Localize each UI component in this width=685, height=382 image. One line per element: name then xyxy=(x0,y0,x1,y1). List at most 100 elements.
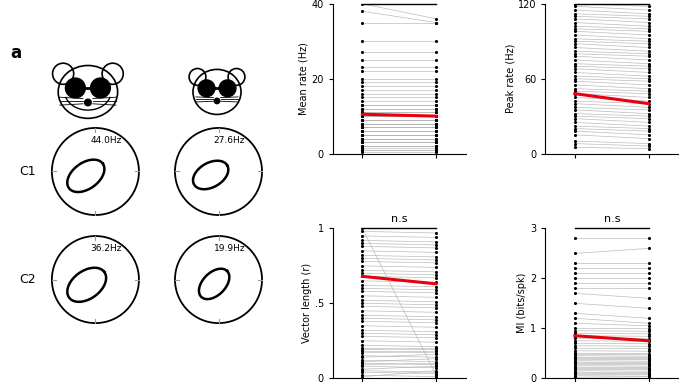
Point xyxy=(431,345,442,351)
Point xyxy=(357,237,368,243)
Point xyxy=(643,48,654,54)
Point xyxy=(569,370,580,376)
Point xyxy=(431,359,442,365)
Point xyxy=(569,374,580,380)
Point xyxy=(431,83,442,89)
Point xyxy=(357,330,368,336)
Point xyxy=(431,299,442,305)
Point xyxy=(569,320,580,326)
Point xyxy=(643,245,654,251)
Point xyxy=(643,260,654,266)
Point xyxy=(569,360,580,366)
Point xyxy=(569,359,580,365)
Point xyxy=(431,320,442,326)
Point xyxy=(643,100,654,107)
Point xyxy=(569,265,580,272)
Point xyxy=(643,113,654,119)
Point xyxy=(643,285,654,291)
Point xyxy=(357,57,368,63)
Point xyxy=(357,121,368,127)
Point xyxy=(357,345,368,351)
Point xyxy=(569,330,580,336)
Point xyxy=(431,239,442,245)
Point xyxy=(357,117,368,123)
Point xyxy=(643,44,654,50)
Point xyxy=(357,128,368,134)
Point xyxy=(357,350,368,356)
Point xyxy=(357,270,368,277)
Point xyxy=(569,11,580,17)
Point xyxy=(431,260,442,266)
Point xyxy=(431,145,442,151)
Text: C2: C2 xyxy=(19,273,36,286)
Point xyxy=(643,19,654,26)
Point xyxy=(569,364,580,370)
Point xyxy=(569,119,580,125)
Point xyxy=(431,339,442,345)
Point xyxy=(569,107,580,113)
Point xyxy=(431,121,442,127)
Point xyxy=(569,1,580,7)
Point xyxy=(569,144,580,151)
Y-axis label: Mean rate (Hz): Mean rate (Hz) xyxy=(299,42,309,115)
Point xyxy=(357,117,368,123)
Point xyxy=(569,38,580,44)
Point xyxy=(643,305,654,311)
Point xyxy=(357,1,368,7)
Point xyxy=(569,338,580,344)
Point xyxy=(569,372,580,379)
Point xyxy=(431,367,442,374)
Point xyxy=(569,260,580,266)
Point xyxy=(569,86,580,92)
Point xyxy=(643,73,654,79)
Point xyxy=(569,369,580,375)
Point xyxy=(431,275,442,281)
Point xyxy=(357,83,368,89)
Point xyxy=(569,371,580,377)
Point xyxy=(357,145,368,151)
Point xyxy=(643,110,654,117)
Point xyxy=(643,91,654,97)
Circle shape xyxy=(214,98,220,104)
Point xyxy=(357,318,368,324)
Point xyxy=(569,285,580,291)
Point xyxy=(569,310,580,316)
Point xyxy=(569,138,580,144)
Point xyxy=(643,143,654,149)
Point xyxy=(569,113,580,119)
Point xyxy=(643,363,654,369)
Point xyxy=(431,87,442,93)
Point xyxy=(569,280,580,286)
Point xyxy=(643,126,654,132)
Point xyxy=(431,109,442,115)
Point xyxy=(357,136,368,142)
Point xyxy=(431,109,442,115)
Point xyxy=(643,346,654,352)
Point xyxy=(431,344,442,350)
Point xyxy=(357,348,368,354)
Point xyxy=(357,147,368,153)
Point xyxy=(569,73,580,79)
Point xyxy=(569,290,580,296)
Point xyxy=(569,343,580,349)
Point xyxy=(643,23,654,29)
Point xyxy=(431,249,442,256)
Point xyxy=(643,336,654,342)
Point xyxy=(431,371,442,377)
Point xyxy=(569,340,580,346)
Point xyxy=(431,365,442,371)
Point xyxy=(431,136,442,142)
Point xyxy=(357,143,368,149)
Point xyxy=(643,13,654,19)
Point xyxy=(569,123,580,129)
Point xyxy=(643,51,654,57)
Point xyxy=(643,36,654,42)
Point xyxy=(357,357,368,363)
Point xyxy=(643,371,654,377)
Point xyxy=(643,372,654,378)
Point xyxy=(643,57,654,63)
Point xyxy=(357,342,368,348)
Point xyxy=(569,3,580,10)
Point xyxy=(431,98,442,104)
Point xyxy=(431,136,442,142)
